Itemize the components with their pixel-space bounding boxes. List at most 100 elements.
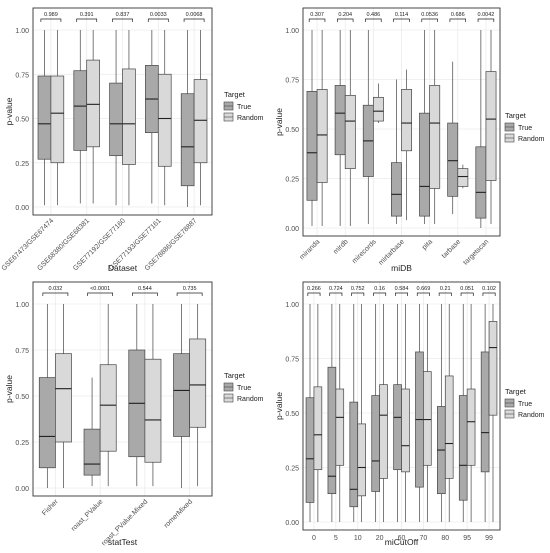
panel-1: 0.00 0.25 0.50 0.75 1.00 0.989 0.391 0.837 0.003… [1, 7, 264, 273]
box-iqr [316, 89, 328, 183]
y-axis-title: p-value [274, 108, 284, 136]
pvalue-bracket [395, 292, 408, 296]
legend: Target True Random [504, 111, 545, 143]
pvalue-label: 0.204 [338, 12, 352, 18]
pvalue-label: <0.0001 [90, 286, 110, 292]
box-iqr [391, 162, 402, 217]
pvalue-bracket [365, 18, 382, 22]
box-true-1 [334, 30, 346, 227]
pvalue-bracket [307, 292, 321, 296]
box-true-1 [73, 30, 88, 204]
y-tick-label: 0.00 [15, 205, 29, 212]
panel-frame [32, 7, 213, 216]
box-random-1 [99, 304, 117, 487]
y-axis-title: p-value [274, 392, 284, 420]
pvalue-label: 0.544 [138, 286, 152, 292]
box-iqr [429, 85, 441, 189]
box-random-0 [55, 304, 72, 488]
box-random-1 [335, 304, 345, 522]
box-iqr [99, 364, 117, 452]
y-tick-label: 0.75 [285, 357, 299, 364]
box-iqr [423, 371, 432, 466]
legend: Target True Random [504, 387, 545, 419]
pvalue-bracket [183, 18, 205, 22]
box-random-5 [457, 164, 469, 189]
box-iqr [458, 395, 468, 501]
box-iqr [357, 423, 366, 497]
box-random-7 [466, 304, 476, 522]
box-true-0 [306, 30, 318, 227]
pvalue-label: 0.051 [460, 286, 474, 292]
pvalue-label: 0.307 [310, 12, 324, 18]
pvalue-bracket [373, 292, 387, 296]
box-random-8 [488, 304, 498, 522]
panel-4: 0.00 0.25 0.50 0.75 1.00 0.266 0.724 0.752 0.16 0… [274, 281, 545, 547]
x-tick-label: 80 [441, 535, 449, 542]
box-iqr [334, 85, 346, 156]
pvalue-label: 0.837 [116, 12, 130, 18]
pvalue-label: 0.989 [44, 12, 58, 18]
pvalue-label: 0.21 [440, 286, 451, 292]
legend-label: True [518, 401, 532, 408]
pvalue-label: 0.735 [183, 286, 197, 292]
pvalue-bracket [40, 18, 62, 22]
legend-label: Random [518, 412, 545, 419]
box-iqr [144, 358, 162, 463]
box-iqr [447, 122, 459, 197]
box-iqr [305, 397, 315, 503]
pvalue-label: 0.391 [80, 12, 94, 18]
box-true-2 [109, 30, 123, 206]
box-iqr [444, 375, 454, 479]
box-random-2 [144, 304, 162, 487]
pvalue-bracket [416, 292, 430, 296]
pvalue-bracket [393, 18, 410, 22]
box-random-2 [373, 83, 384, 124]
legend: Target True Random [223, 90, 264, 122]
box-iqr [466, 388, 476, 466]
box-iqr [393, 384, 402, 471]
box-iqr [419, 112, 430, 217]
pvalue-label: 0.584 [395, 286, 409, 292]
box-random-4 [401, 304, 410, 522]
x-tick-label: pita [421, 238, 434, 251]
x-tick-label: 60 [398, 535, 406, 542]
box-iqr [50, 75, 65, 164]
box-iqr [55, 353, 72, 443]
box-true-4 [419, 30, 430, 225]
y-tick-label: 0.50 [15, 117, 29, 124]
box-random-6 [444, 304, 454, 522]
pvalue-label: 0.486 [366, 12, 380, 18]
box-iqr [327, 366, 337, 495]
y-tick-label: 0.25 [15, 440, 29, 447]
pvalue-bracket [147, 18, 169, 22]
box-iqr [193, 79, 208, 164]
pvalue-bracket [131, 292, 158, 296]
legend-title: Target [224, 371, 246, 380]
box-random-3 [189, 304, 207, 487]
y-axis-title: p-value [4, 375, 14, 403]
pvalue-bracket [329, 292, 343, 296]
y-tick-label: 1.00 [15, 302, 29, 309]
legend-label: Random [518, 136, 545, 143]
box-true-2 [349, 304, 359, 522]
x-tick-label: mirecords [351, 238, 378, 265]
pvalue-label: 0.669 [417, 286, 431, 292]
box-iqr [485, 71, 497, 181]
box-iqr [173, 353, 190, 437]
box-true-3 [391, 79, 402, 225]
x-tick-label: roast_PValue [70, 498, 104, 532]
y-tick-label: 0.50 [285, 127, 299, 134]
pvalue-label: 0.114 [395, 12, 408, 18]
pvalue-bracket [87, 292, 114, 296]
box-true-3 [371, 304, 380, 522]
x-axis-title: miDB [391, 263, 412, 273]
x-tick-label: 5 [334, 535, 338, 542]
box-iqr [73, 70, 88, 151]
pvalue-bracket [112, 18, 133, 22]
x-tick-label: tarbase [441, 238, 463, 260]
pvalue-label: 0.16 [374, 286, 385, 292]
box-iqr [373, 96, 384, 122]
box-iqr [86, 59, 100, 148]
box-random-4 [429, 30, 441, 225]
pvalue-label: 0.266 [307, 286, 321, 292]
